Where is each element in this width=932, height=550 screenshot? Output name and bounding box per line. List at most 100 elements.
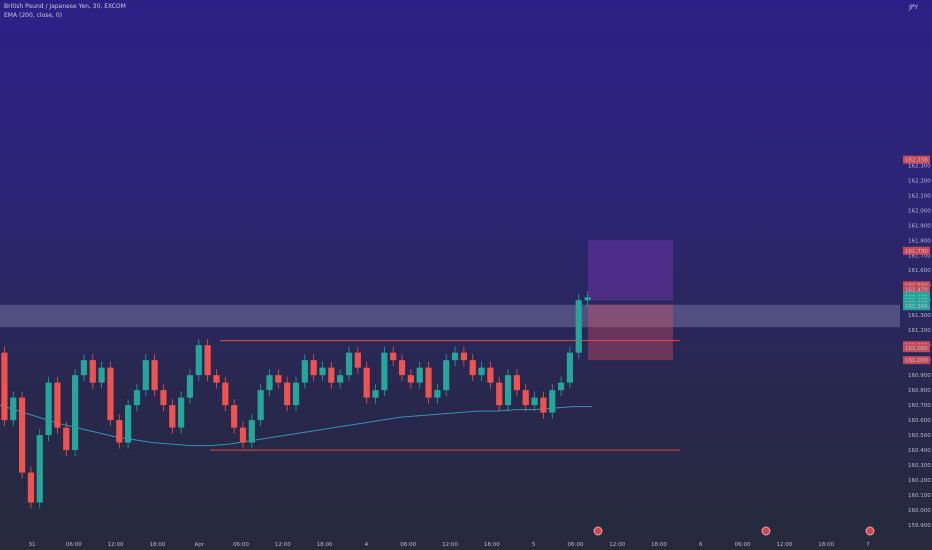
candle-body xyxy=(478,367,485,376)
price-tag-label: 161.730 xyxy=(905,249,928,255)
x-tick-label: 7 xyxy=(866,542,870,548)
event-marker-icon xyxy=(761,526,771,536)
candle-body xyxy=(460,352,467,361)
price-tag-label: 161.470 xyxy=(905,288,928,294)
price-tag-bg xyxy=(903,356,930,365)
candle-body xyxy=(160,390,167,406)
candle-body xyxy=(10,397,17,421)
candle-body xyxy=(531,397,538,406)
y-tick-label: 161.600 xyxy=(908,268,931,274)
candle-body xyxy=(45,382,52,436)
candle-body xyxy=(557,382,565,391)
x-tick-label: 18:00 xyxy=(484,542,500,548)
candle-body xyxy=(443,360,450,391)
x-tick-label: 12:00 xyxy=(776,542,792,548)
candle-body xyxy=(434,390,441,398)
y-tick-label: 162.300 xyxy=(908,163,931,169)
candle-body xyxy=(575,300,582,353)
y-tick-label: 159.900 xyxy=(908,523,931,529)
y-tick-label: 161.800 xyxy=(908,238,931,244)
y-tick-label: 162.200 xyxy=(908,178,931,184)
candle-body xyxy=(451,352,459,361)
candle-body xyxy=(487,367,494,383)
price-tag-label: 162.338 xyxy=(905,158,928,164)
price-tag-label: 161.080 xyxy=(905,346,928,352)
candle-body xyxy=(248,420,255,443)
candle-body xyxy=(186,375,194,398)
candle-body xyxy=(372,390,379,398)
x-tick-label: 06:00 xyxy=(567,542,583,548)
candle-body xyxy=(407,375,414,383)
y-tick-label: 161.700 xyxy=(908,253,931,259)
y-tick-label: 161.900 xyxy=(908,223,931,229)
x-tick-label: 12:00 xyxy=(609,542,625,548)
price-tag-bg xyxy=(903,285,930,294)
y-tick-label: 160.300 xyxy=(908,463,931,469)
candle-body xyxy=(363,367,370,398)
candle-body xyxy=(27,472,35,503)
price-tag-bg xyxy=(903,344,930,353)
y-tick-label: 160.800 xyxy=(908,388,931,394)
candle-body xyxy=(72,375,79,451)
candle-body xyxy=(178,397,185,428)
x-tick-label: 12:00 xyxy=(108,542,124,548)
candle-body xyxy=(169,405,176,428)
y-tick-label: 160.000 xyxy=(908,508,931,514)
candle-body xyxy=(566,352,574,383)
candle-body xyxy=(504,375,512,406)
candle-body xyxy=(222,382,229,406)
highlight-zone xyxy=(0,304,900,328)
candle-body xyxy=(328,367,335,383)
x-tick-label: 06:00 xyxy=(66,542,82,548)
y-tick-label: 160.400 xyxy=(908,448,931,454)
x-tick-label: 06:00 xyxy=(735,542,751,548)
y-tick-label: 160.200 xyxy=(908,478,931,484)
y-tick-label: 160.900 xyxy=(908,373,931,379)
projection-box-upper xyxy=(588,240,673,301)
price-tag-bg xyxy=(903,302,930,311)
candle-body xyxy=(195,345,202,376)
candle-body xyxy=(584,297,591,301)
event-marker-icon xyxy=(593,526,603,536)
candle-body xyxy=(292,382,300,406)
candle-body xyxy=(142,360,149,391)
y-tick-label: 162.000 xyxy=(908,208,931,214)
price-tag-bg xyxy=(903,281,930,290)
x-tick-label: 18:00 xyxy=(149,542,165,548)
candle-body xyxy=(513,375,520,391)
x-tick-label: 6 xyxy=(699,542,703,548)
candle-body xyxy=(18,397,26,473)
candle-body xyxy=(213,375,220,383)
y-tick-label: 162.100 xyxy=(908,193,931,199)
y-tick-label: 160.600 xyxy=(908,418,931,424)
x-tick-label: 06:00 xyxy=(233,542,249,548)
x-tick-label: 18:00 xyxy=(317,542,333,548)
x-tick-label: 06:00 xyxy=(400,542,416,548)
x-tick-label: Apr xyxy=(194,542,204,548)
candle-body xyxy=(116,420,123,443)
projection-box-lower xyxy=(588,304,673,361)
candle-body xyxy=(425,367,432,398)
candle-body xyxy=(63,427,70,451)
candle-body xyxy=(301,360,308,383)
candle-body xyxy=(345,352,353,376)
candle-body xyxy=(125,405,132,443)
x-tick-label: 5 xyxy=(532,542,536,548)
candle-body xyxy=(284,382,291,406)
candle-body xyxy=(275,375,282,383)
candle-body xyxy=(107,367,114,421)
price-tag-bg xyxy=(903,246,930,255)
candle-body xyxy=(98,367,105,383)
candle-body xyxy=(381,352,388,391)
candle-body xyxy=(133,390,141,406)
candle-body xyxy=(54,382,61,428)
candle-body xyxy=(522,390,529,406)
x-tick-label: 12:00 xyxy=(275,542,291,548)
candle-body xyxy=(337,375,344,383)
candle-body xyxy=(266,375,273,391)
y-tick-label: 161.300 xyxy=(908,313,931,319)
candle-body xyxy=(36,435,43,503)
y-tick-label: 160.500 xyxy=(908,433,931,439)
candle-body xyxy=(239,427,247,443)
